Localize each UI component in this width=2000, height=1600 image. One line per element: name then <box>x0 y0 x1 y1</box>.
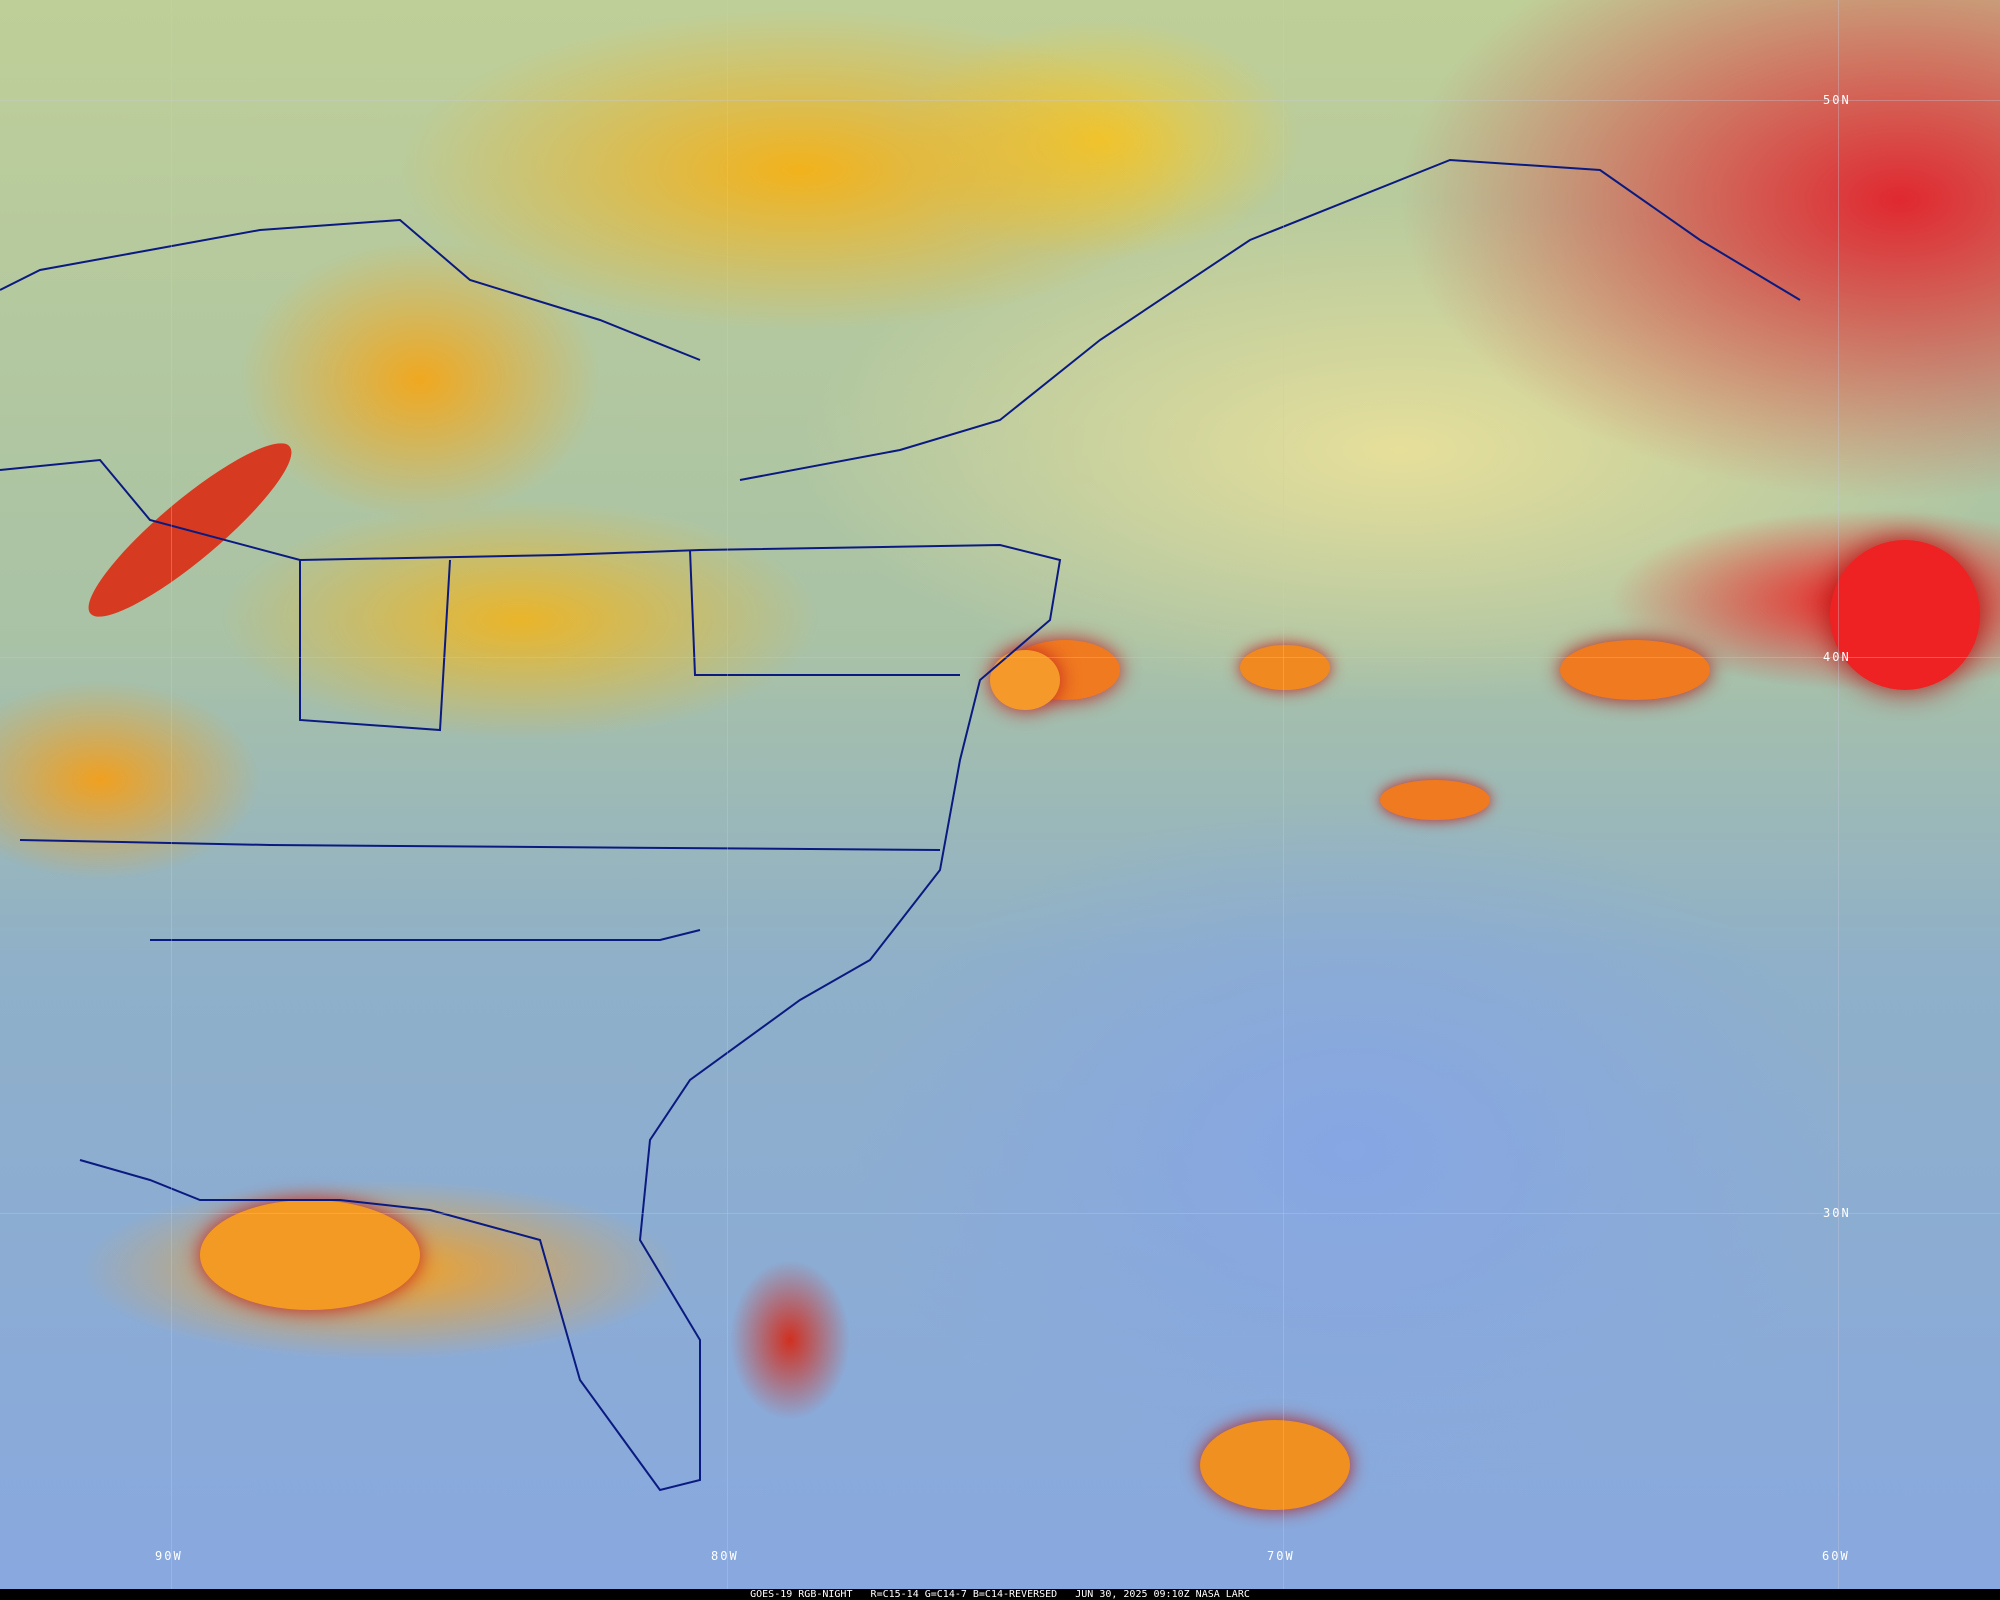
latitude-line <box>0 1213 2000 1214</box>
longitude-line <box>1838 0 1839 1600</box>
storm-cell <box>1240 645 1330 690</box>
st-lawrence-border <box>739 158 1801 481</box>
lat-label-50n: 50N <box>1823 93 1851 107</box>
caption-datetime: JUN 30, 2025 09:10Z <box>1075 1589 1190 1600</box>
longitude-line <box>171 0 172 1600</box>
lat-label-30n: 30N <box>1823 1206 1851 1220</box>
lat-label-40n: 40N <box>1823 650 1851 664</box>
lon-label-60w: 60W <box>1822 1549 1850 1563</box>
storm-cell <box>1200 1420 1350 1510</box>
latitude-line <box>0 657 2000 658</box>
caption-credit: NASA LARC <box>1195 1589 1250 1600</box>
longitude-line <box>727 0 728 1600</box>
latitude-line <box>0 100 2000 101</box>
state-line <box>19 839 941 851</box>
lon-label-70w: 70W <box>1267 1549 1295 1563</box>
lon-label-80w: 80W <box>711 1549 739 1563</box>
great-lakes-border <box>0 218 701 361</box>
longitude-line <box>1283 0 1284 1600</box>
storm-cell <box>1830 540 1980 690</box>
storm-cell <box>990 650 1060 710</box>
storm-cell <box>200 1200 420 1310</box>
image-caption: GOES-19 RGB-NIGHT R=C15-14 G=C14-7 B=C14… <box>0 1589 2000 1600</box>
caption-channels: R=C15-14 G=C14-7 B=C14-REVERSED <box>870 1589 1058 1600</box>
storm-cell <box>1560 640 1710 700</box>
state-line <box>150 929 701 941</box>
lon-label-90w: 90W <box>155 1549 183 1563</box>
state-line <box>689 549 960 676</box>
coastline <box>0 458 1062 1492</box>
storm-cell <box>1380 780 1490 820</box>
state-line <box>299 559 451 732</box>
caption-satellite: GOES-19 RGB-NIGHT <box>750 1589 853 1600</box>
